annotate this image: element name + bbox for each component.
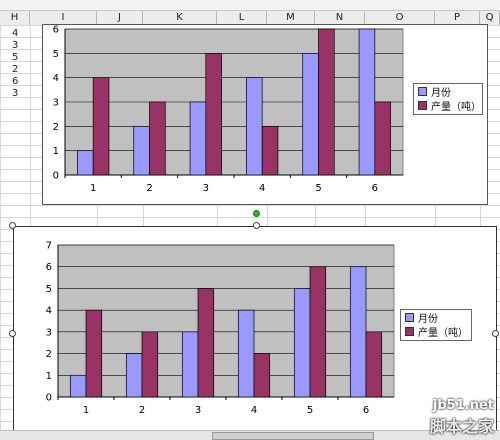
bar: [374, 101, 391, 176]
window-top-strip: [0, 0, 500, 10]
legend-item: 产量（吨）: [401, 324, 471, 339]
cell-value[interactable]: 3: [12, 88, 19, 99]
bar: [85, 309, 103, 398]
x-tick-label: 3: [203, 183, 209, 194]
column-header-h[interactable]: H: [0, 11, 30, 25]
resize-handle-left[interactable]: [9, 330, 16, 337]
legend-item: 月份: [401, 310, 471, 325]
x-tick-label: 6: [372, 183, 378, 194]
watermark-url: jb51.net: [432, 398, 494, 413]
cell-value[interactable]: 6: [12, 76, 19, 87]
y-tick-label: 2: [53, 122, 59, 133]
y-tick-label: 1: [46, 371, 52, 382]
x-tick-label: 5: [307, 405, 313, 416]
bar: [181, 331, 199, 398]
plot-area: [57, 244, 395, 398]
resize-handle-top[interactable]: [253, 222, 260, 229]
legend-swatch: [418, 86, 427, 96]
bar: [253, 353, 271, 398]
column-header-q[interactable]: Q: [480, 11, 500, 25]
cell-value[interactable]: 4: [12, 28, 19, 39]
bar: [349, 266, 367, 398]
chart-bottom-plot: 0 1 2 3 4 5 6 7 1 2 3 4 5 6: [46, 241, 395, 416]
bar: [261, 125, 279, 176]
legend-label: 产量（吨）: [431, 101, 481, 113]
y-tick-label: 1: [53, 146, 59, 157]
bar: [149, 101, 166, 176]
bar: [237, 309, 255, 398]
bar: [92, 77, 110, 176]
resize-handle-right[interactable]: [492, 330, 499, 337]
bar: [365, 331, 383, 398]
x-tick-label: 3: [195, 405, 201, 416]
chart-bottom-legend[interactable]: 月份 产量（吨）: [400, 309, 472, 341]
y-tick-label: 5: [46, 284, 52, 295]
x-tick-label: 2: [139, 405, 145, 416]
rotation-handle[interactable]: [253, 210, 260, 217]
chart-bottom[interactable]: 0 1 2 3 4 5 6 7 1 2 3 4 5 6 月份 产量（吨）: [13, 226, 497, 431]
y-tick-label: 6: [53, 25, 59, 36]
column-header-n[interactable]: N: [315, 11, 365, 25]
bar: [246, 77, 263, 176]
y-tick-label: 2: [46, 349, 52, 360]
legend-label: 月份: [431, 87, 451, 99]
legend-label: 产量（吨）: [418, 327, 468, 339]
bar: [125, 353, 143, 398]
y-tick-label: 0: [46, 393, 52, 404]
y-tick-label: 5: [53, 49, 59, 60]
bar: [293, 288, 311, 398]
bar: [141, 331, 159, 398]
x-tick-label: 5: [315, 183, 321, 194]
legend-label: 月份: [418, 313, 438, 325]
bar: [189, 101, 207, 176]
y-tick-label: 3: [46, 327, 52, 338]
cell-value[interactable]: 5: [12, 52, 19, 63]
bar: [133, 125, 150, 176]
chart-top-plot: 0 1 2 3 4 5 6 1 2 3 4 5 6: [53, 25, 404, 194]
bar: [358, 28, 376, 176]
y-tick-label: 4: [46, 306, 52, 317]
watermark: jb51.net 脚本之家: [430, 398, 494, 437]
cell-value[interactable]: 3: [12, 40, 19, 51]
column-header-m[interactable]: M: [267, 11, 315, 25]
column-header-l[interactable]: L: [217, 11, 267, 25]
legend-item: 产量（吨）: [414, 98, 482, 113]
y-tick-label: 6: [46, 262, 52, 273]
bar: [309, 266, 327, 398]
bar: [302, 52, 319, 176]
column-header-o[interactable]: O: [365, 11, 435, 25]
column-header-i[interactable]: I: [30, 11, 97, 25]
column-header-p[interactable]: P: [435, 11, 480, 25]
y-tick-label: 7: [46, 241, 52, 252]
column-header-k[interactable]: K: [143, 11, 217, 25]
bar: [205, 52, 222, 176]
resize-handle-top-left[interactable]: [9, 222, 16, 229]
y-tick-label: 0: [53, 171, 59, 182]
legend-swatch: [405, 312, 414, 322]
cell-value[interactable]: 2: [12, 64, 19, 75]
column-header-j[interactable]: J: [97, 11, 143, 25]
x-tick-label: 2: [146, 183, 152, 194]
legend-swatch: [405, 326, 414, 336]
x-tick-label: 1: [83, 405, 89, 416]
bar: [77, 150, 94, 176]
chart-top[interactable]: 0 1 2 3 4 5 6 1 2 3 4 5 6 月份 产量（吨）: [42, 24, 488, 205]
x-tick-label: 4: [259, 183, 265, 194]
legend-item: 月份: [414, 84, 482, 99]
bar: [69, 374, 87, 398]
x-tick-label: 4: [251, 405, 257, 416]
bar: [197, 288, 215, 398]
y-tick-label: 3: [53, 98, 59, 109]
chart-top-legend[interactable]: 月份 产量（吨）: [413, 83, 483, 115]
x-tick-label: 6: [363, 405, 369, 416]
bar: [318, 28, 335, 176]
legend-swatch: [418, 100, 427, 110]
y-tick-label: 4: [53, 73, 59, 84]
watermark-site-name: 脚本之家: [429, 417, 494, 436]
x-tick-label: 1: [90, 183, 96, 194]
